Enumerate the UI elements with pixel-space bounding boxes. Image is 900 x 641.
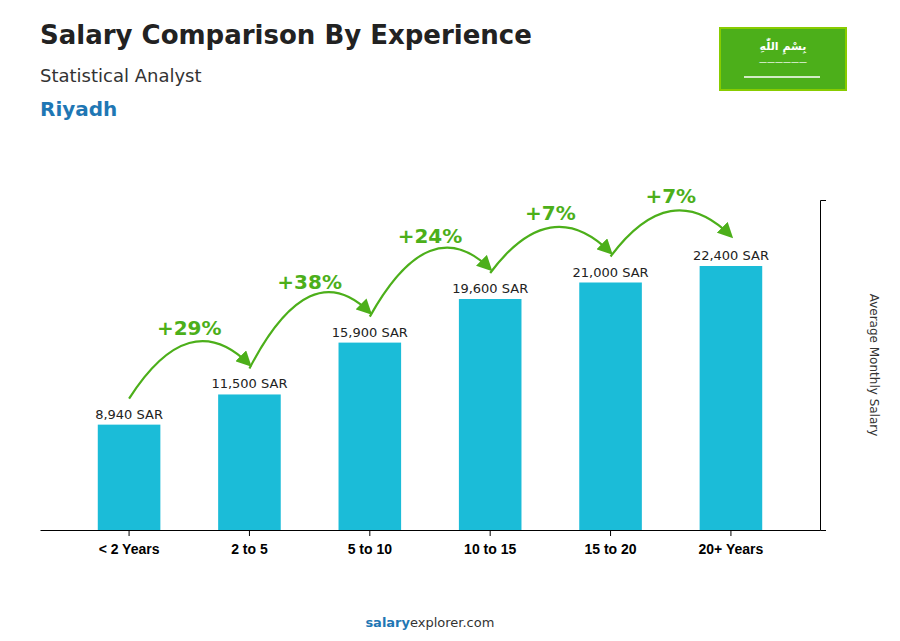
growth-arrow — [370, 248, 490, 317]
city: Riyadh — [40, 97, 117, 121]
x-tick: 15 to 20 — [584, 530, 636, 557]
footer: explorer.com — [410, 615, 494, 630]
x-tick: 2 to 5 — [231, 530, 268, 557]
x-tick-mark — [249, 530, 250, 536]
growth-arrow — [249, 292, 369, 368]
data-label: 22,400 SAR — [693, 248, 769, 263]
growth-arrow — [490, 227, 610, 273]
bar — [339, 343, 402, 530]
flag-sword — [744, 76, 820, 78]
growth-label: +7% — [645, 184, 696, 208]
growth-arrow — [129, 341, 249, 399]
x-tick-label: < 2 Years — [99, 541, 160, 557]
x-tick-mark — [610, 530, 611, 536]
x-tick: < 2 Years — [99, 530, 160, 557]
plot: < 2 Years 2 to 5 5 to 10 10 to 15 15 to 20 20… — [41, 184, 827, 557]
y-axis-label: Average Monthly Salary — [867, 294, 881, 437]
chart: Salary Comparison By Experience Statistic… — [0, 0, 900, 641]
x-tick-label: 10 to 15 — [464, 541, 516, 557]
bar — [218, 394, 281, 530]
x-tick: 5 to 10 — [348, 530, 393, 557]
x-tick-mark — [490, 530, 491, 536]
flag-text: —————— — [759, 58, 807, 67]
x-tick-label: 5 to 10 — [348, 541, 393, 557]
flag-background — [720, 28, 846, 90]
bars — [98, 266, 762, 530]
x-tick: 10 to 15 — [464, 530, 516, 557]
x-tick-label: 20+ Years — [699, 541, 764, 557]
growth-arrows: +29% +38% +24% +7% +7% — [129, 184, 731, 399]
flag: بِسْمِ اللّٰهِ —————— — [720, 28, 846, 90]
x-axis-line — [41, 530, 821, 531]
bar — [98, 425, 161, 530]
title: Salary Comparison By Experience — [40, 20, 532, 50]
x-tick-mark — [730, 530, 731, 536]
data-labels: 8,940 SAR 11,500 SAR 15,900 SAR 19,600 SAR 2… — [95, 248, 769, 422]
growth-label: +24% — [398, 224, 463, 248]
data-label: 11,500 SAR — [211, 376, 287, 391]
data-label: 8,940 SAR — [95, 407, 163, 422]
growth-label: +38% — [277, 270, 342, 294]
x-tick-label: 15 to 20 — [584, 541, 636, 557]
data-label: 21,000 SAR — [573, 265, 649, 280]
y-axis — [821, 201, 827, 531]
data-label: 19,600 SAR — [452, 281, 528, 296]
bar — [579, 283, 642, 531]
x-axis: < 2 Years 2 to 5 5 to 10 10 to 15 15 to 20 20… — [41, 530, 821, 557]
footer: salary — [365, 615, 410, 630]
bar — [459, 299, 522, 530]
subtitle: Statistical Analyst — [40, 65, 202, 86]
growth-label: +7% — [525, 201, 576, 225]
growth-label: +29% — [157, 316, 222, 340]
y-axis-line — [821, 201, 827, 531]
x-tick: 20+ Years — [699, 530, 764, 557]
flag-text: بِسْمِ اللّٰهِ — [760, 37, 807, 56]
x-tick-mark — [369, 530, 370, 536]
x-tick-label: 2 to 5 — [231, 541, 268, 557]
data-label: 15,900 SAR — [332, 325, 408, 340]
growth-arrow — [611, 210, 731, 256]
x-tick-mark — [129, 530, 130, 536]
bar — [700, 266, 763, 530]
